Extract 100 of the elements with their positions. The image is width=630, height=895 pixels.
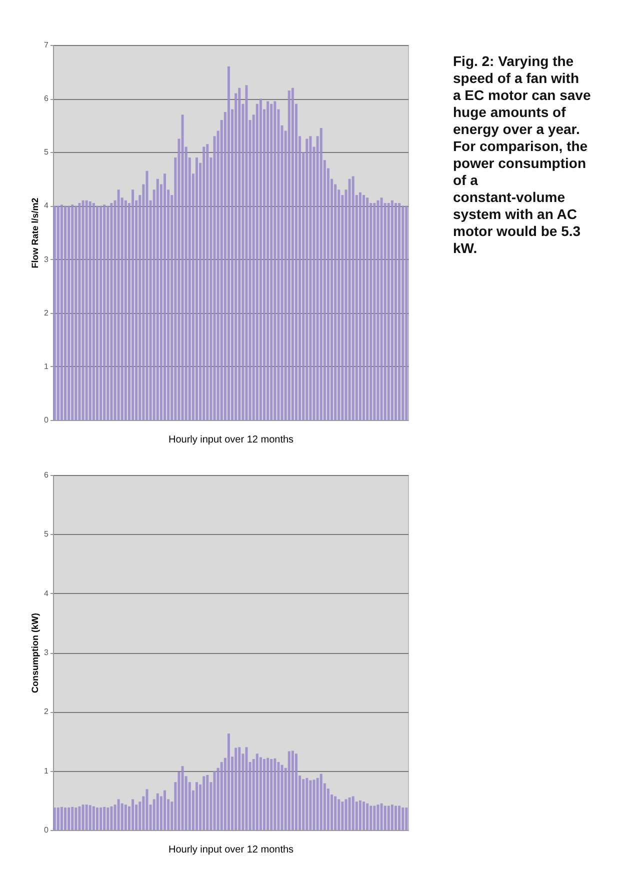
y-tick-label: 2	[44, 707, 50, 716]
bar	[164, 790, 166, 830]
bar	[266, 101, 270, 420]
bar	[398, 806, 401, 830]
bar	[56, 808, 60, 830]
bar	[245, 85, 248, 420]
bar	[88, 805, 92, 830]
bar	[380, 198, 383, 420]
y-tick-label: 1	[44, 766, 50, 776]
bar	[294, 754, 298, 830]
bar	[202, 146, 206, 420]
bar	[88, 201, 92, 420]
bar	[387, 203, 390, 420]
bar	[206, 774, 209, 830]
bar	[110, 203, 113, 420]
bar	[227, 66, 230, 420]
bar	[132, 799, 134, 830]
bar	[92, 806, 95, 830]
y-tick-label: 0	[44, 416, 50, 424]
bar	[373, 806, 376, 830]
bar	[256, 754, 258, 830]
bar	[146, 789, 148, 830]
bar	[358, 800, 362, 830]
bar	[384, 806, 386, 830]
bar	[132, 190, 134, 420]
bar	[390, 200, 394, 420]
bar	[306, 778, 308, 830]
bar	[68, 808, 70, 830]
y-tick-label: 4	[44, 588, 50, 598]
bar	[60, 806, 63, 830]
y-tick-label: 7	[44, 40, 50, 50]
bar	[405, 808, 408, 830]
bar	[68, 206, 70, 420]
bar	[394, 203, 397, 420]
bar	[362, 802, 365, 830]
bar	[234, 748, 238, 830]
bar	[238, 88, 241, 420]
bar	[213, 770, 216, 830]
bar	[181, 766, 184, 830]
bar	[110, 806, 113, 830]
bar	[53, 808, 56, 830]
bar	[181, 114, 184, 420]
bar	[82, 804, 84, 830]
bar	[316, 778, 319, 830]
bar	[259, 757, 262, 830]
bar	[277, 762, 280, 830]
bar	[352, 176, 354, 420]
bar	[82, 200, 84, 420]
bar	[60, 204, 63, 420]
bar	[117, 190, 120, 420]
bar	[291, 88, 294, 420]
bar	[206, 144, 209, 420]
bar	[71, 806, 74, 830]
bar	[96, 808, 98, 830]
bar	[341, 802, 344, 830]
bar	[358, 192, 362, 420]
bar	[85, 804, 88, 830]
bar	[387, 806, 390, 830]
bar	[309, 136, 312, 420]
bar	[64, 808, 67, 830]
y-tick-label: 5	[44, 530, 50, 539]
bar	[366, 803, 369, 830]
y-axis-title: Flow Rate l/s/m2	[30, 198, 40, 268]
y-axis-title: Consumption (kW)	[30, 613, 40, 693]
bar	[195, 158, 198, 420]
y-tick-label: 2	[44, 308, 50, 318]
bar	[334, 796, 337, 830]
bar	[288, 90, 290, 420]
bar	[405, 206, 408, 420]
bar	[117, 799, 120, 830]
bar	[245, 747, 248, 830]
bar	[64, 206, 67, 420]
y-tick-label: 6	[44, 470, 50, 480]
bar	[398, 203, 401, 420]
bar	[202, 776, 206, 830]
bar	[376, 200, 380, 420]
bar	[344, 799, 348, 830]
bar	[274, 758, 276, 830]
bar	[266, 758, 270, 830]
bar	[56, 206, 60, 420]
bar	[274, 101, 276, 420]
bar	[280, 764, 284, 830]
bar	[348, 797, 351, 830]
bar	[320, 128, 322, 420]
bar	[71, 204, 74, 420]
bar	[380, 803, 383, 830]
bar	[164, 174, 166, 420]
bar	[352, 796, 354, 830]
bar	[156, 793, 159, 830]
bar	[124, 200, 127, 420]
bar	[309, 780, 312, 830]
y-tick-label: 5	[44, 148, 50, 157]
y-tick-label: 3	[44, 648, 50, 657]
bar	[106, 206, 110, 420]
bar	[100, 206, 102, 420]
bar	[74, 808, 78, 830]
bar	[92, 203, 95, 420]
y-tick-label: 1	[44, 362, 50, 371]
bar	[195, 782, 198, 830]
bar	[402, 808, 404, 830]
